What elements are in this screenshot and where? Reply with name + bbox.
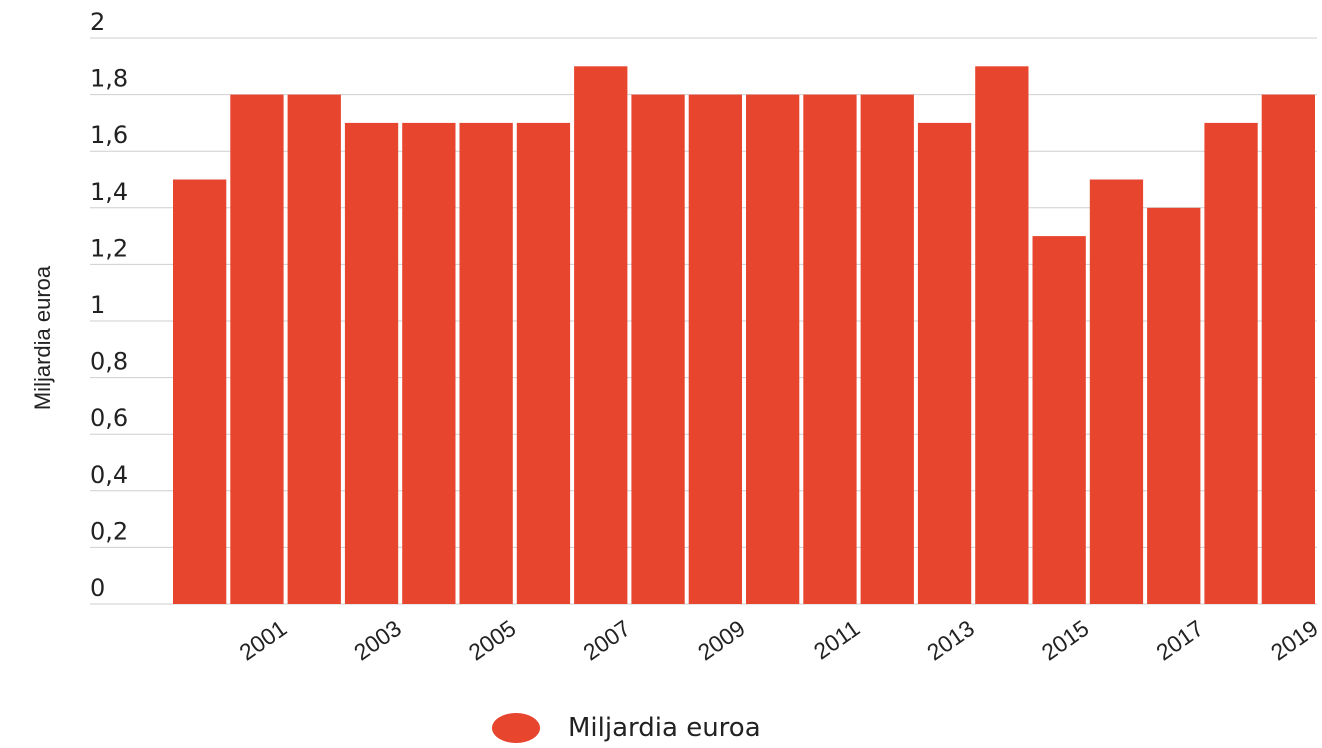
bar-2008 (631, 94, 685, 604)
bar-2006 (516, 122, 571, 605)
bar-2013 (917, 122, 972, 605)
x-tick-label: 2019 (1266, 615, 1322, 666)
y-tick-label: 0,6 (90, 404, 128, 432)
legend-label: Miljardia euroa (568, 713, 761, 743)
y-axis-ticks: 0 0,2 0,4 0,6 0,8 1 1,2 1,4 1,6 1,8 2 (90, 8, 128, 602)
bar-2018 (1204, 122, 1258, 605)
y-tick-label: 1 (90, 291, 105, 319)
bar-2015 (1032, 236, 1086, 604)
legend: Miljardia euroa (492, 708, 761, 748)
bar-2002 (287, 94, 341, 604)
bar-2000 (173, 179, 227, 604)
y-tick-label: 2 (90, 8, 105, 36)
bar-2016 (1089, 179, 1144, 604)
y-tick-label: 1,8 (90, 65, 128, 93)
x-tick-label: 2015 (1037, 615, 1094, 666)
bar-2001 (230, 94, 284, 604)
x-tick-label: 2001 (235, 615, 292, 666)
x-tick-label: 2009 (693, 615, 750, 666)
legend-swatch (492, 713, 540, 743)
x-tick-label: 2011 (809, 615, 864, 665)
bars (173, 66, 1315, 605)
bar-2009 (688, 94, 742, 604)
x-axis-ticks: 2001 2003 2005 2007 2009 2011 2013 2015 2017 2019 (235, 615, 1322, 666)
y-tick-label: 0 (90, 574, 105, 602)
bar-2012 (860, 94, 914, 604)
y-tick-label: 1,6 (90, 121, 128, 149)
y-tick-label: 1,4 (90, 178, 128, 206)
bar-2019 (1261, 94, 1315, 604)
bar-2014 (975, 66, 1029, 605)
y-tick-label: 0,2 (90, 517, 128, 545)
bar-2004 (402, 122, 456, 605)
y-tick-label: 0,8 (90, 348, 128, 376)
x-tick-label: 2003 (349, 615, 406, 666)
bar-2017 (1147, 207, 1201, 605)
bar-2007 (574, 66, 628, 605)
x-tick-label: 2007 (578, 615, 635, 666)
x-tick-label: 2005 (464, 615, 521, 666)
bar-2003 (344, 122, 399, 605)
x-tick-label: 2017 (1151, 615, 1208, 666)
y-tick-label: 1,2 (90, 234, 128, 262)
y-tick-label: 0,4 (90, 461, 128, 489)
bar-2010 (746, 94, 800, 604)
y-axis-label: Miljardia euroa (30, 265, 55, 410)
bar-2011 (803, 94, 857, 604)
bar-2005 (459, 122, 513, 605)
x-tick-label: 2013 (922, 615, 979, 666)
